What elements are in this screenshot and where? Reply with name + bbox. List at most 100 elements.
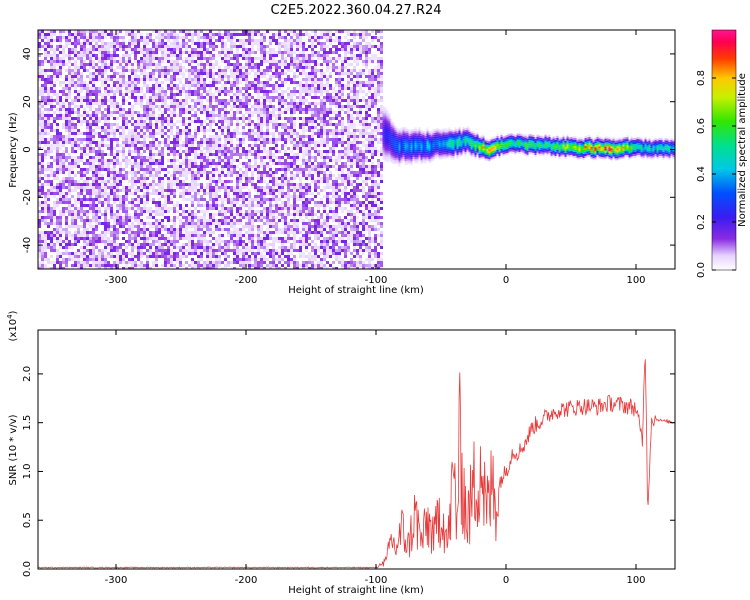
heatmap-cell bbox=[170, 90, 173, 93]
heatmap-cell bbox=[167, 108, 170, 111]
heatmap-cell bbox=[194, 99, 197, 102]
heatmap-cell bbox=[260, 33, 263, 36]
heatmap-cell bbox=[116, 111, 119, 114]
heatmap-cell bbox=[173, 192, 176, 195]
heatmap-cell bbox=[164, 225, 167, 228]
heatmap-cell bbox=[236, 267, 239, 269]
heatmap-cell bbox=[266, 135, 269, 138]
heatmap-cell bbox=[161, 93, 164, 96]
heatmap-cell bbox=[107, 138, 110, 141]
heatmap-cell bbox=[50, 48, 53, 51]
heatmap-cell bbox=[62, 108, 65, 111]
heatmap-cell bbox=[101, 135, 104, 138]
heatmap-cell bbox=[248, 132, 251, 135]
heatmap-cell bbox=[242, 48, 245, 51]
heatmap-cell bbox=[284, 177, 287, 180]
heatmap-cell bbox=[191, 234, 194, 237]
heatmap-cell bbox=[86, 240, 89, 243]
heatmap-cell bbox=[236, 198, 239, 201]
heatmap-cell bbox=[95, 99, 98, 102]
heatmap-cell bbox=[80, 96, 83, 99]
heatmap-cell bbox=[128, 39, 131, 42]
heatmap-cell bbox=[128, 48, 131, 51]
heatmap-cell bbox=[89, 204, 92, 207]
heatmap-cell bbox=[38, 243, 41, 246]
heatmap-cell bbox=[59, 267, 62, 269]
heatmap-cell bbox=[176, 78, 179, 81]
heatmap-cell bbox=[146, 177, 149, 180]
heatmap-cell bbox=[272, 99, 275, 102]
heatmap-cell bbox=[200, 45, 203, 48]
heatmap-cell bbox=[218, 108, 221, 111]
heatmap-cell bbox=[206, 204, 209, 207]
heatmap-cell bbox=[248, 267, 251, 269]
heatmap-cell bbox=[38, 144, 41, 147]
heatmap-cell bbox=[83, 81, 86, 84]
heatmap-cell bbox=[92, 177, 95, 180]
heatmap-cell bbox=[266, 174, 269, 177]
heatmap-cell bbox=[80, 261, 83, 264]
heatmap-cell bbox=[248, 30, 251, 33]
heatmap-cell bbox=[242, 192, 245, 195]
heatmap-cell bbox=[155, 159, 158, 162]
heatmap-cell bbox=[110, 213, 113, 216]
heatmap-cell bbox=[128, 225, 131, 228]
heatmap-cell bbox=[74, 216, 77, 219]
heatmap-cell bbox=[98, 99, 101, 102]
heatmap-cell bbox=[47, 123, 50, 126]
heatmap-cell bbox=[167, 54, 170, 57]
heatmap-cell bbox=[209, 36, 212, 39]
heatmap-cell bbox=[284, 39, 287, 42]
heatmap-cell bbox=[266, 222, 269, 225]
heatmap-cell bbox=[59, 219, 62, 222]
heatmap-cell bbox=[194, 69, 197, 72]
heatmap-cell bbox=[152, 210, 155, 213]
heatmap-cell bbox=[245, 177, 248, 180]
heatmap-cell bbox=[200, 168, 203, 171]
heatmap-cell bbox=[176, 228, 179, 231]
heatmap-cell bbox=[140, 219, 143, 222]
heatmap-cell bbox=[191, 186, 194, 189]
heatmap-cell bbox=[215, 195, 218, 198]
heatmap-cell bbox=[158, 33, 161, 36]
heatmap-cell bbox=[278, 36, 281, 39]
heatmap-cell bbox=[140, 189, 143, 192]
heatmap-cell bbox=[164, 42, 167, 45]
heatmap-cell bbox=[218, 54, 221, 57]
heatmap-cell bbox=[65, 150, 68, 153]
heatmap-cell bbox=[131, 33, 134, 36]
heatmap-cell bbox=[233, 102, 236, 105]
heatmap-cell bbox=[245, 117, 248, 120]
heatmap-cell bbox=[179, 261, 182, 264]
heatmap-cell bbox=[194, 183, 197, 186]
heatmap-cell bbox=[74, 240, 77, 243]
heatmap-cell bbox=[107, 243, 110, 246]
heatmap-cell bbox=[146, 123, 149, 126]
heatmap-cell bbox=[281, 165, 284, 168]
heatmap-cell bbox=[251, 210, 254, 213]
heatmap-cell bbox=[50, 189, 53, 192]
heatmap-cell bbox=[251, 51, 254, 54]
heatmap-cell bbox=[269, 237, 272, 240]
heatmap-cell bbox=[275, 75, 278, 78]
heatmap-cell bbox=[227, 195, 230, 198]
heatmap-cell bbox=[38, 105, 41, 108]
heatmap-cell bbox=[221, 147, 224, 150]
heatmap-cell bbox=[173, 177, 176, 180]
heatmap-cell bbox=[251, 138, 254, 141]
heatmap-cell bbox=[200, 264, 203, 267]
heatmap-cell bbox=[179, 114, 182, 117]
heatmap-cell bbox=[56, 141, 59, 144]
heatmap-cell bbox=[68, 138, 71, 141]
heatmap-cell bbox=[227, 192, 230, 195]
heatmap-cell bbox=[227, 129, 230, 132]
heatmap-cell bbox=[53, 174, 56, 177]
heatmap-cell bbox=[44, 153, 47, 156]
heatmap-cell bbox=[137, 213, 140, 216]
heatmap-cell bbox=[131, 81, 134, 84]
heatmap-cell bbox=[275, 69, 278, 72]
heatmap-cell bbox=[221, 90, 224, 93]
heatmap-cell bbox=[248, 249, 251, 252]
heatmap-cell bbox=[263, 240, 266, 243]
